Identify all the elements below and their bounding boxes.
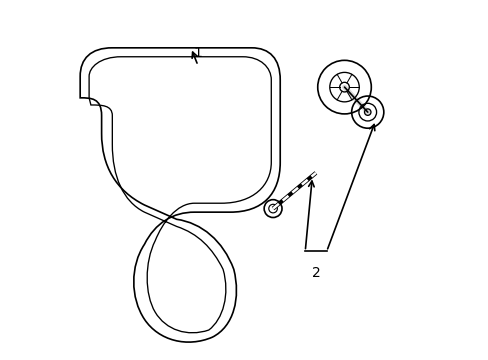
Text: 1: 1 <box>193 46 202 60</box>
Text: 2: 2 <box>311 266 320 280</box>
